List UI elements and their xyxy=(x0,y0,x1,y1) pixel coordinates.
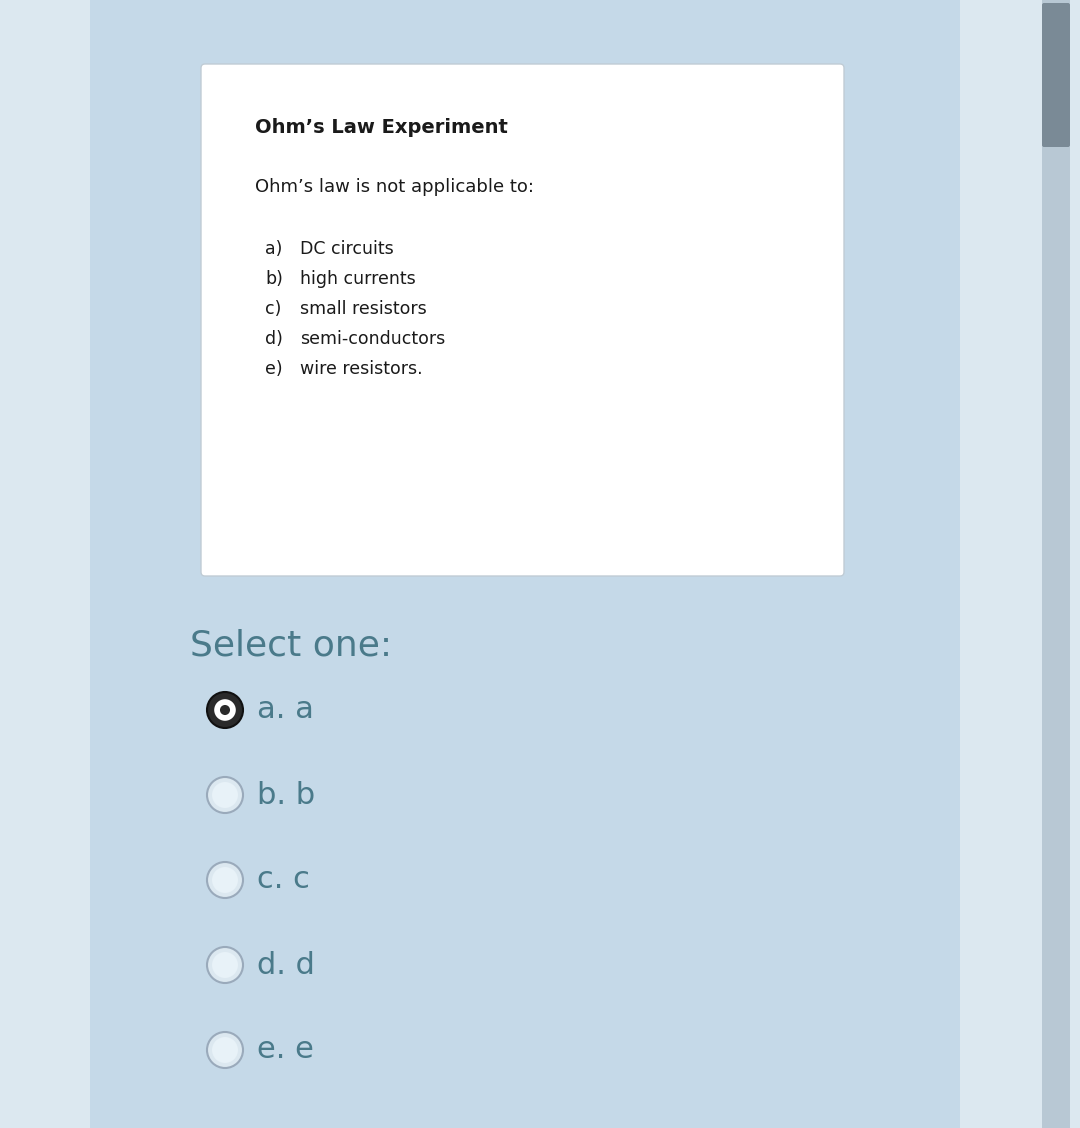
Text: d): d) xyxy=(265,331,283,349)
FancyBboxPatch shape xyxy=(201,64,843,576)
Text: wire resistors.: wire resistors. xyxy=(300,360,422,378)
Circle shape xyxy=(214,699,235,721)
Text: Ohm’s law is not applicable to:: Ohm’s law is not applicable to: xyxy=(255,178,534,196)
Circle shape xyxy=(207,948,243,982)
Text: small resistors: small resistors xyxy=(300,300,427,318)
Circle shape xyxy=(207,691,243,728)
Text: semi-conductors: semi-conductors xyxy=(300,331,445,349)
Polygon shape xyxy=(960,0,1080,1128)
FancyBboxPatch shape xyxy=(1042,0,1070,1128)
Text: Ohm’s Law Experiment: Ohm’s Law Experiment xyxy=(255,118,508,136)
Text: a. a: a. a xyxy=(257,696,314,724)
Circle shape xyxy=(207,777,243,813)
Text: e): e) xyxy=(265,360,283,378)
Text: d. d: d. d xyxy=(257,951,315,979)
FancyBboxPatch shape xyxy=(90,55,990,1128)
Text: high currents: high currents xyxy=(300,270,416,288)
FancyBboxPatch shape xyxy=(1042,3,1070,147)
Text: e. e: e. e xyxy=(257,1036,314,1065)
Circle shape xyxy=(212,867,238,893)
Circle shape xyxy=(212,952,238,978)
Text: c): c) xyxy=(265,300,282,318)
Text: Select one:: Select one: xyxy=(190,628,392,662)
Circle shape xyxy=(207,1032,243,1068)
Circle shape xyxy=(220,705,230,715)
Circle shape xyxy=(212,1037,238,1063)
Polygon shape xyxy=(0,0,90,1128)
Circle shape xyxy=(212,782,238,808)
Text: b. b: b. b xyxy=(257,781,315,810)
Text: a): a) xyxy=(265,240,282,258)
Circle shape xyxy=(207,862,243,898)
Text: DC circuits: DC circuits xyxy=(300,240,394,258)
Text: b): b) xyxy=(265,270,283,288)
Text: c. c: c. c xyxy=(257,865,310,895)
